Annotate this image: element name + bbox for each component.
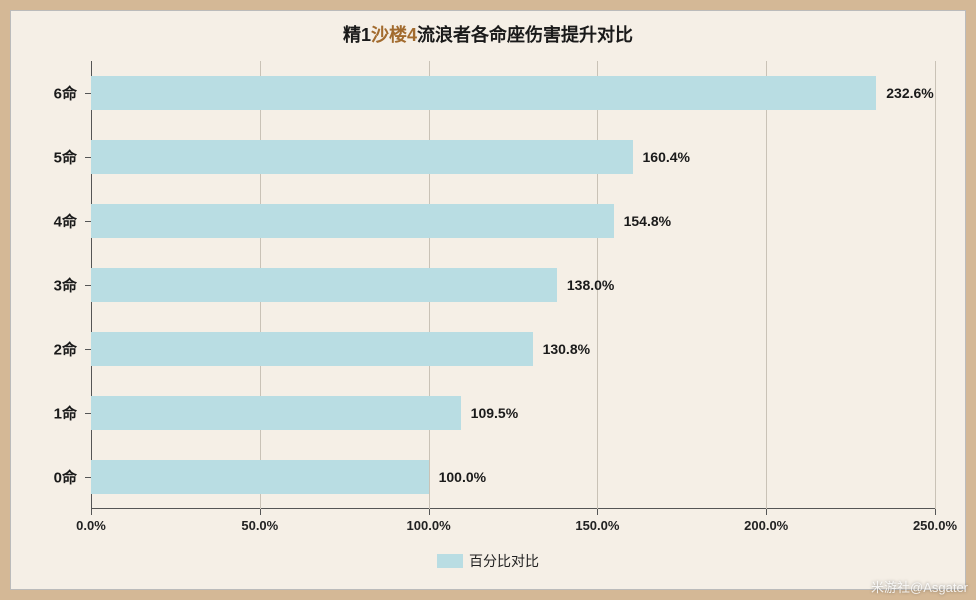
legend-label: 百分比对比: [469, 551, 539, 571]
grid-line: [766, 61, 767, 509]
title-segment: 沙楼4: [371, 25, 417, 45]
category-label: 3命: [54, 275, 77, 296]
watermark: 米游社@Asgater: [871, 577, 968, 596]
bar-row: 232.6%6命: [91, 76, 876, 110]
x-tick-mark: [766, 509, 767, 515]
outer-frame: 精1沙楼4流浪者各命座伤害提升对比 0.0%50.0%100.0%150.0%2…: [0, 0, 976, 600]
bar-row: 109.5%1命: [91, 396, 461, 430]
x-tick-label: 150.0%: [575, 518, 619, 533]
bar: [91, 268, 557, 302]
legend-swatch: [437, 554, 463, 568]
category-label: 5命: [54, 147, 77, 168]
x-tick-mark: [597, 509, 598, 515]
bar-row: 130.8%2命: [91, 332, 533, 366]
x-tick-mark: [429, 509, 430, 515]
bar-row: 154.8%4命: [91, 204, 614, 238]
bar-value-label: 100.0%: [439, 469, 486, 485]
bar-value-label: 109.5%: [471, 405, 518, 421]
x-tick-label: 100.0%: [407, 518, 451, 533]
x-tick-mark: [91, 509, 92, 515]
bar-row: 100.0%0命: [91, 460, 429, 494]
x-tick-mark: [935, 509, 936, 515]
bar-value-label: 160.4%: [643, 149, 690, 165]
bar-value-label: 138.0%: [567, 277, 614, 293]
chart-panel: 精1沙楼4流浪者各命座伤害提升对比 0.0%50.0%100.0%150.0%2…: [10, 10, 966, 590]
x-tick-label: 0.0%: [76, 518, 106, 533]
bar-value-label: 130.8%: [543, 341, 590, 357]
bar: [91, 76, 876, 110]
bar: [91, 140, 633, 174]
x-axis: [91, 508, 935, 509]
grid-line: [935, 61, 936, 509]
category-label: 0命: [54, 467, 77, 488]
category-label: 6命: [54, 82, 77, 103]
plot-area: 0.0%50.0%100.0%150.0%200.0%250.0%232.6%6…: [91, 61, 935, 509]
chart-title: 精1沙楼4流浪者各命座伤害提升对比: [11, 11, 965, 47]
x-tick-label: 200.0%: [744, 518, 788, 533]
bar-value-label: 232.6%: [886, 85, 933, 101]
title-segment: 流浪者: [417, 25, 471, 45]
x-tick-label: 250.0%: [913, 518, 957, 533]
title-segment: 精1: [343, 25, 371, 45]
legend: 百分比对比: [437, 551, 539, 571]
category-label: 2命: [54, 339, 77, 360]
x-tick-label: 50.0%: [241, 518, 278, 533]
bar-value-label: 154.8%: [624, 213, 671, 229]
bar: [91, 204, 614, 238]
category-label: 4命: [54, 211, 77, 232]
title-segment: 各命座伤害提升对比: [471, 25, 633, 45]
bar: [91, 460, 429, 494]
bar: [91, 332, 533, 366]
x-tick-mark: [260, 509, 261, 515]
bar-row: 160.4%5命: [91, 140, 633, 174]
bar-row: 138.0%3命: [91, 268, 557, 302]
category-label: 1命: [54, 403, 77, 424]
bar: [91, 396, 461, 430]
